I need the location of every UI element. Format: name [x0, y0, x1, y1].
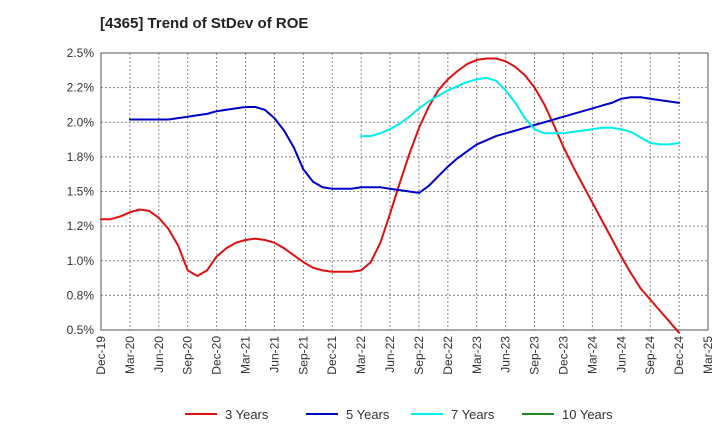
- legend-label: 3 Years: [225, 407, 269, 422]
- y-tick-label: 1.5%: [67, 185, 95, 199]
- x-tick-label: Mar-21: [239, 336, 253, 374]
- y-tick-label: 2.0%: [67, 115, 95, 129]
- plot-area: [100, 52, 709, 331]
- grid-lines: [101, 53, 708, 330]
- y-tick-label: 1.8%: [67, 150, 95, 164]
- x-tick-label: Jun-22: [383, 336, 397, 373]
- y-tick-label: 0.5%: [67, 323, 95, 337]
- legend-label: 10 Years: [562, 407, 613, 422]
- series-line-7-years: [360, 76, 681, 146]
- x-tick-label: Sep-23: [528, 336, 542, 375]
- series-line-3-years: [100, 57, 681, 334]
- x-tick-label: Sep-21: [296, 336, 310, 375]
- legend-label: 5 Years: [346, 407, 390, 422]
- x-tick-label: Dec-23: [556, 336, 570, 375]
- y-tick-label: 2.2%: [67, 81, 95, 95]
- x-tick-label: Jun-21: [267, 336, 281, 373]
- y-tick-label: 1.2%: [67, 219, 95, 233]
- x-tick-label: Sep-22: [412, 336, 426, 375]
- series-lines: [100, 57, 681, 334]
- x-tick-label: Dec-19: [94, 336, 108, 375]
- x-tick-label: Mar-25: [701, 336, 715, 374]
- x-tick-label: Mar-22: [354, 336, 368, 374]
- x-axis-tick-labels: Dec-19 Mar-20 Jun-20 Sep-20 Dec-20 Mar-21 Jun-…: [94, 336, 715, 375]
- x-tick-label: Dec-21: [325, 336, 339, 375]
- series-line-5-years: [128, 96, 681, 194]
- x-tick-label: Mar-20: [123, 336, 137, 374]
- x-tick-label: Jun-20: [152, 336, 166, 373]
- x-tick-label: Dec-20: [210, 336, 224, 375]
- x-tick-label: Mar-24: [585, 336, 599, 374]
- x-tick-label: Jun-24: [614, 336, 628, 373]
- chart-title: [4365] Trend of StDev of ROE: [100, 15, 309, 32]
- y-tick-label: 2.5%: [67, 46, 95, 60]
- x-tick-label: Mar-23: [470, 336, 484, 374]
- y-tick-label: 1.0%: [67, 254, 95, 268]
- legend-label: 7 Years: [451, 407, 495, 422]
- legend: 3 Years 5 Years 7 Years 10 Years: [185, 407, 613, 422]
- x-tick-label: Jun-23: [499, 336, 513, 373]
- x-tick-label: Dec-22: [441, 336, 455, 375]
- x-tick-label: Sep-24: [643, 336, 657, 375]
- y-tick-label: 0.8%: [67, 288, 95, 302]
- x-tick-label: Sep-20: [181, 336, 195, 375]
- x-tick-label: Dec-24: [672, 336, 686, 375]
- y-axis-tick-labels: 0.5% 0.8% 1.0% 1.2% 1.5% 1.8% 2.0% 2.2% 2.5%: [67, 46, 95, 337]
